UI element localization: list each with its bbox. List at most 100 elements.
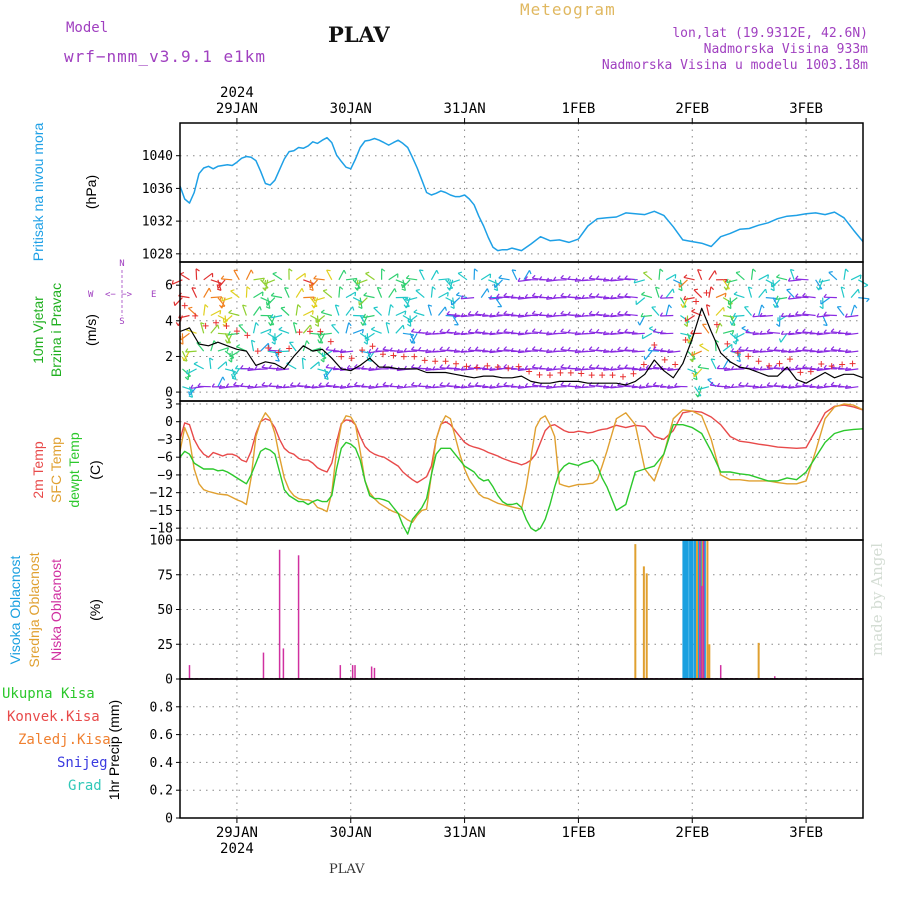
precip-ylabel: 1hr Precip (mm)	[106, 700, 122, 800]
wind-barb	[816, 332, 830, 336]
gust-marker	[693, 298, 700, 305]
wind-barb	[759, 386, 773, 389]
wind-barb-flag	[678, 288, 683, 292]
wind-barb-flag	[736, 359, 741, 363]
wind-barb	[624, 384, 638, 388]
wind-barb-flag	[819, 305, 824, 310]
wind-barb	[352, 279, 361, 289]
wind-barb	[359, 315, 367, 326]
wind-barb	[581, 368, 596, 371]
wind-barb-flag	[282, 383, 286, 389]
wind-barb-flag	[403, 383, 407, 388]
wind-barb	[693, 368, 703, 378]
gust-marker	[505, 365, 512, 372]
wind-barb-flag	[332, 348, 336, 353]
wind-barb-flag	[638, 384, 642, 389]
panel-frame	[179, 122, 864, 263]
wind-barb-flag	[816, 366, 820, 371]
wind-barb-flag	[602, 366, 606, 371]
wind-barb-flag	[339, 348, 343, 353]
wind-barb	[843, 268, 847, 280]
gust-marker	[317, 328, 324, 335]
product-title: Meteogram	[520, 0, 616, 19]
wind-barb-flag	[320, 359, 325, 363]
wind-barb	[795, 296, 809, 299]
wind-barb	[581, 297, 596, 299]
gust-marker	[640, 361, 647, 368]
wind-barb-flag	[553, 383, 557, 388]
wind-barb	[567, 278, 581, 281]
gust-marker	[630, 370, 637, 377]
wind-barb-flag	[538, 329, 543, 334]
gust-marker	[797, 369, 804, 376]
y-tick-label: 1032	[142, 215, 173, 230]
wind-barb-flag	[288, 268, 293, 272]
y-tick-label: 0.6	[150, 728, 173, 743]
wind-barb	[660, 297, 674, 299]
wind-barb	[395, 324, 404, 334]
wind-barb	[815, 279, 823, 290]
y-tick-label: 0	[165, 673, 173, 688]
wind-barb-flag	[624, 346, 628, 351]
wind-barb-flag	[474, 328, 479, 333]
wind-barb-flag	[311, 310, 314, 315]
wind-barb-flag	[228, 359, 232, 363]
wind-barb-flag	[262, 287, 266, 292]
wind-barb	[268, 349, 283, 352]
wind-barb	[496, 349, 510, 352]
wind-barb-flag	[595, 293, 600, 298]
wind-barb-flag	[823, 347, 827, 352]
wind-barb	[264, 279, 269, 291]
wind-barb	[489, 314, 503, 318]
wind-barb-flag	[489, 384, 493, 389]
wind-barb-flag	[467, 328, 472, 333]
wind-barb-flag	[385, 322, 391, 325]
wind-barb	[228, 332, 240, 336]
wind-barb-flag	[844, 313, 848, 318]
wind-barb-flag	[624, 364, 628, 369]
wind-barb	[694, 386, 702, 397]
wind-barb-flag	[617, 346, 621, 351]
wind-barb-flag	[659, 294, 664, 299]
wind-barb	[802, 349, 816, 352]
wind-barb-flag	[403, 347, 407, 352]
wind-barb	[496, 385, 510, 388]
wind-barb	[266, 297, 276, 306]
wind-barb-flag	[173, 301, 176, 306]
wind-barb	[567, 385, 581, 388]
gust-marker	[453, 360, 460, 367]
wind-barb	[402, 279, 406, 291]
wind-barb-flag	[503, 292, 508, 297]
wind-barb-flag	[255, 322, 259, 326]
wind-barb-flag	[317, 339, 321, 344]
wind-ylabel-1: 10m Vjetar	[30, 296, 46, 364]
wind-barb	[334, 304, 340, 316]
wind-barb-flag	[553, 329, 557, 334]
wind-barb	[482, 386, 496, 389]
wind-barb	[453, 350, 468, 353]
wind-barb-flag	[787, 277, 791, 282]
wind-barb	[758, 304, 763, 316]
wind-barb-flag	[602, 330, 606, 335]
wind-barb	[820, 297, 831, 305]
wind-barb	[260, 342, 269, 352]
wind-barb	[610, 297, 624, 300]
gust-marker	[254, 348, 261, 355]
wind-barb-flag	[759, 366, 763, 371]
wind-barb-flag	[247, 366, 251, 371]
wind-barb-flag	[503, 328, 508, 333]
wind-barb	[640, 314, 652, 318]
wind-barb-flag	[695, 393, 699, 398]
wind-barb-flag	[220, 275, 225, 280]
wind-barb-flag	[401, 288, 406, 292]
wind-barb	[788, 350, 802, 353]
wind-barb	[461, 314, 475, 318]
wind-barb-flag	[343, 269, 347, 274]
wind-barb	[660, 314, 674, 317]
wind-barb-flag	[786, 288, 791, 291]
wind-barb-flag	[553, 294, 557, 299]
wind-barb	[655, 287, 660, 298]
wind-barb	[767, 349, 781, 352]
wind-barb-flag	[560, 328, 564, 333]
wind-barb	[795, 385, 809, 388]
